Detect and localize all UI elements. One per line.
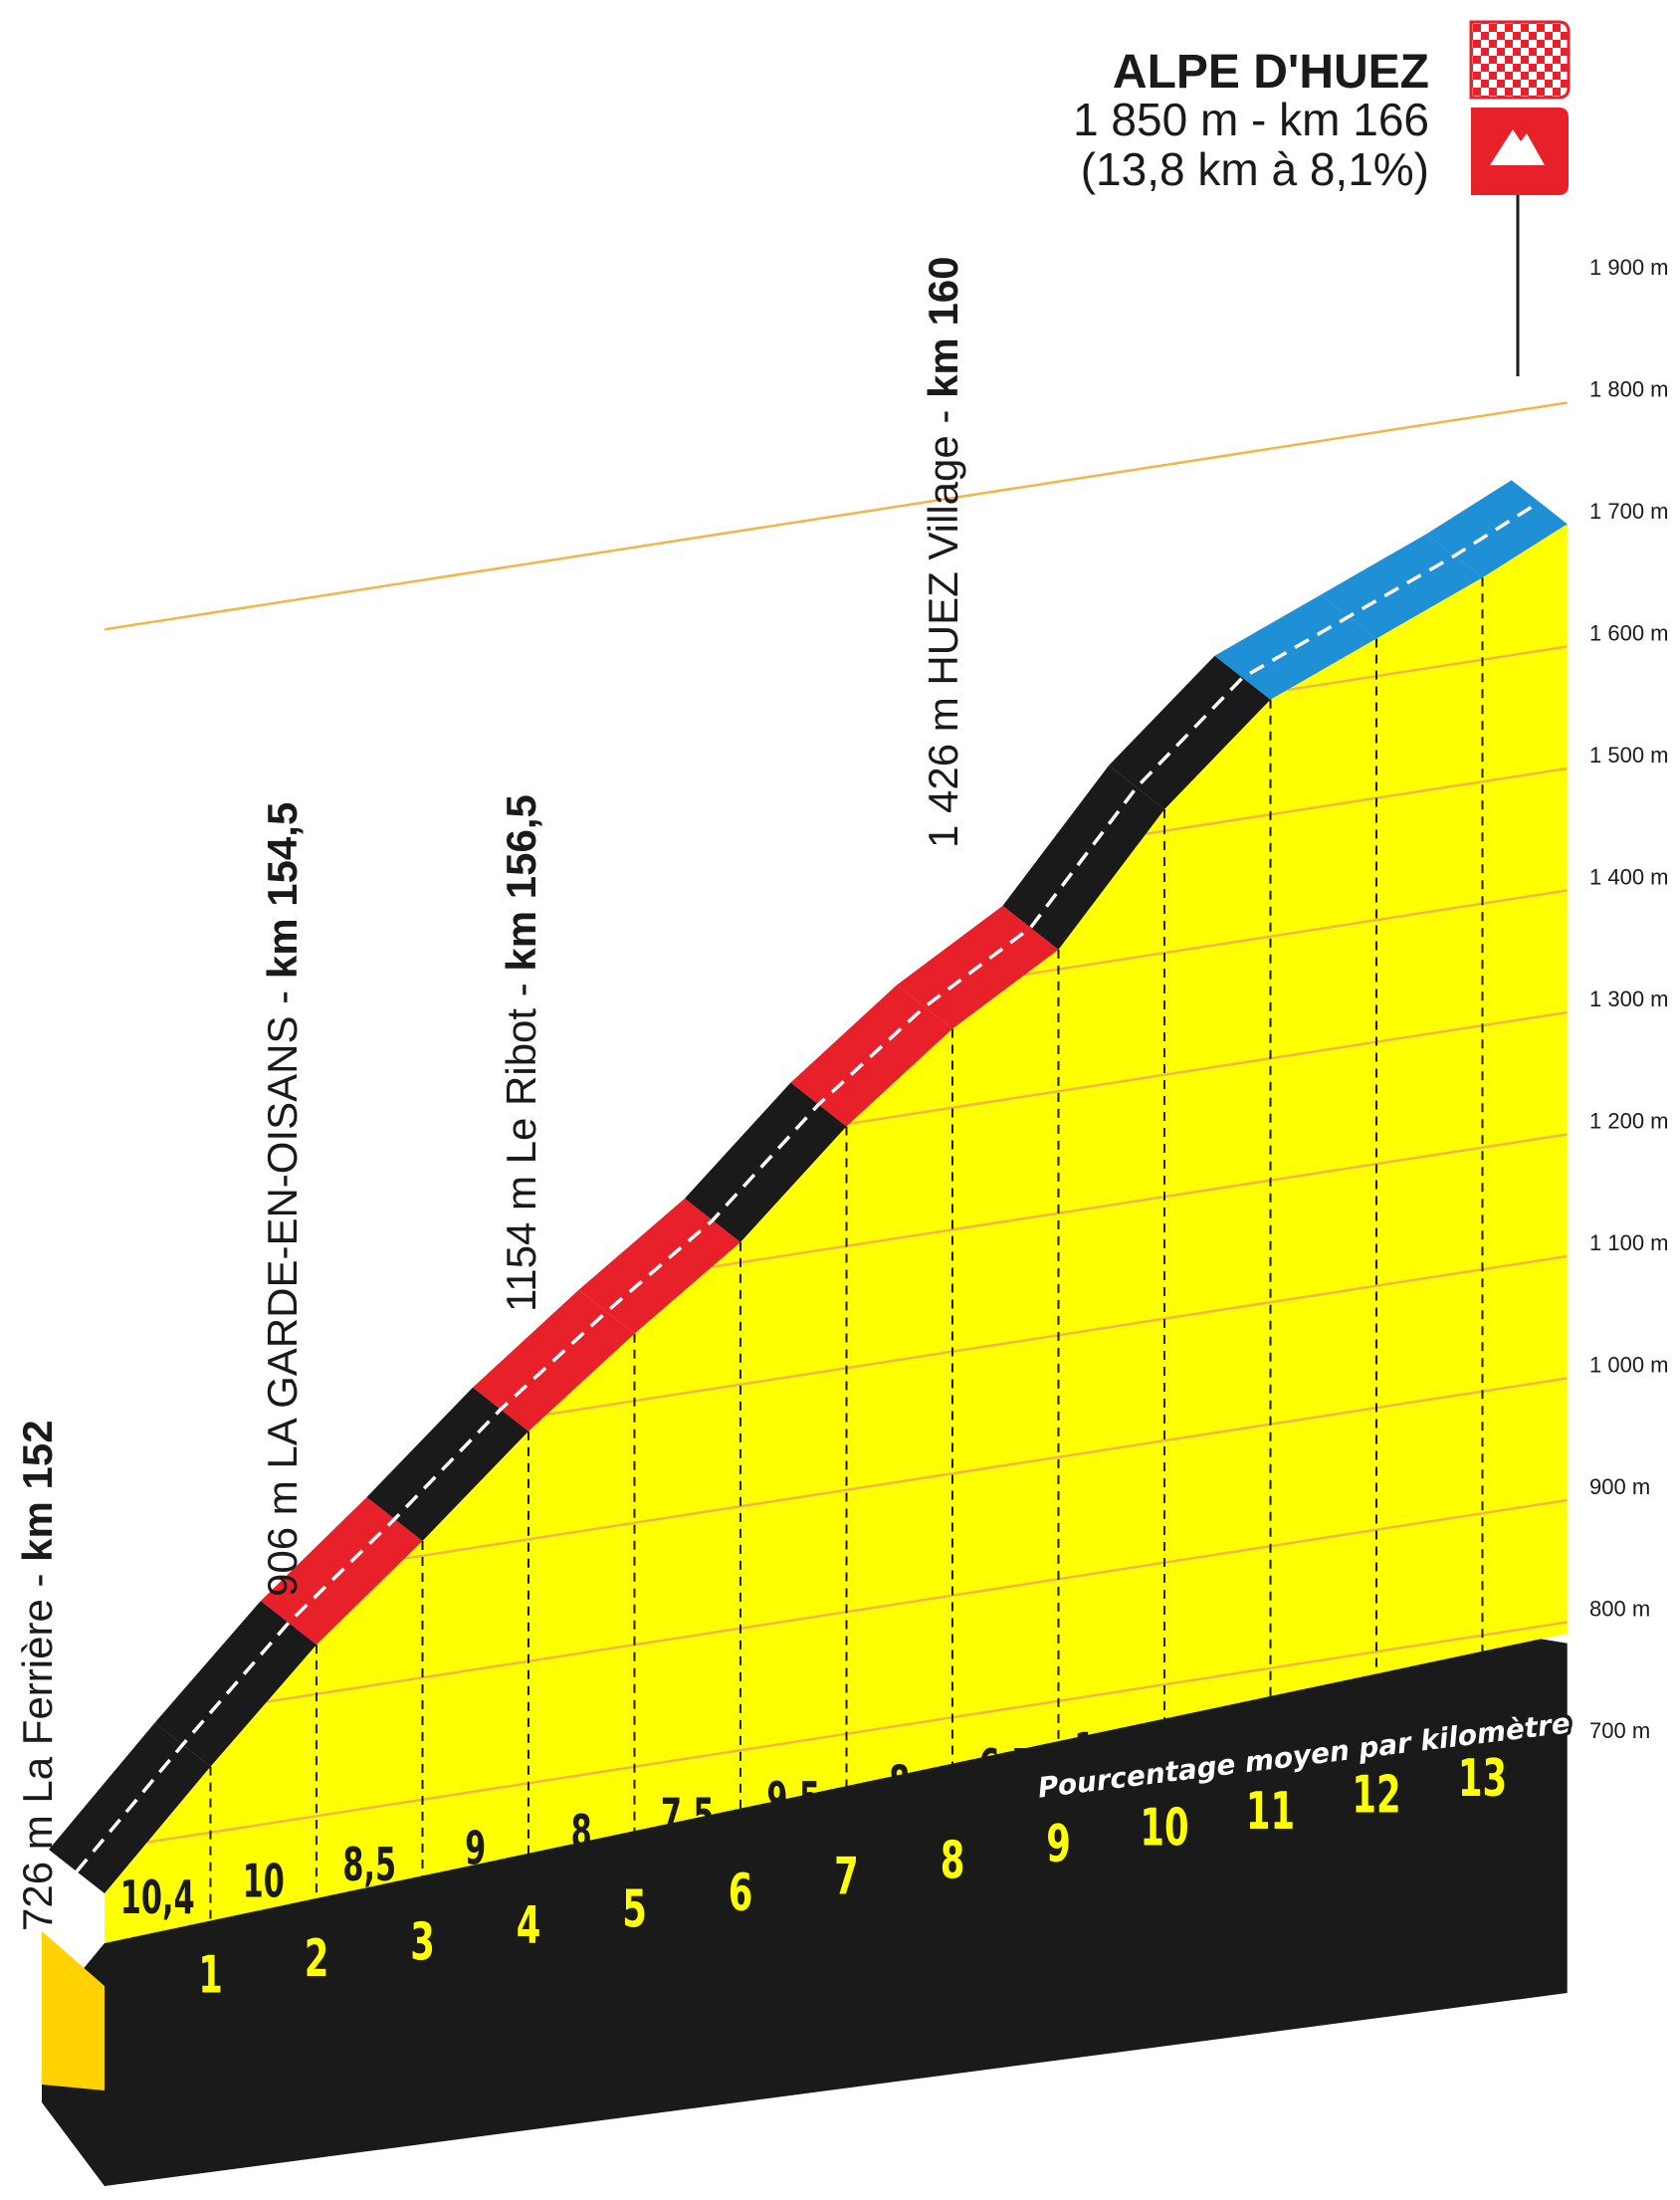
waypoint-la-ferriere-km: km 152: [14, 1420, 61, 1561]
km-marker-label: 7: [834, 1848, 859, 1907]
y-tick-label: 1 500 m: [1589, 743, 1669, 768]
km-marker-label: 4: [517, 1896, 541, 1956]
gridline: [404, 1377, 1568, 1560]
start-block: [42, 1931, 105, 2090]
segment-gradient-label: 9: [1207, 1708, 1228, 1761]
waypoint-la-garde: 906 m LA GARDE-EN-OISANS - km 154,5: [259, 802, 306, 1597]
profile-fill: [105, 524, 1568, 1944]
segment-gradient-label: 8: [889, 1757, 910, 1810]
km-marker-label: 3: [410, 1913, 435, 1973]
gridline: [1286, 645, 1568, 692]
segment-gradient-label: 5,5: [1498, 1660, 1552, 1713]
road-segment: [1109, 655, 1271, 809]
segment-gradient-label: 7,5: [661, 1790, 715, 1843]
km-marker-label: 6: [729, 1864, 753, 1923]
waypoint-huez-village-km: km 160: [920, 256, 966, 397]
waypoint-la-ferriere-alt: 726 m La Ferrière -: [14, 1562, 61, 1931]
y-tick-label: 1 800 m: [1589, 377, 1669, 402]
checkered-finish-flag-icon: [1469, 20, 1571, 100]
waypoint-la-garde-alt: 906 m LA GARDE-EN-OISANS -: [259, 979, 306, 1597]
segment-gradient-label: 5: [1419, 1675, 1440, 1728]
waypoint-la-ferriere: 726 m La Ferrière - km 152: [14, 1420, 61, 1931]
mountain-peak-icon: [1490, 129, 1545, 165]
km-marker-label: 1: [198, 1946, 223, 2006]
waypoint-le-ribot: 1154 m Le Ribot - km 156,5: [498, 794, 544, 1312]
gridline: [711, 1133, 1568, 1268]
km-marker-label: 2: [305, 1929, 329, 1989]
waypoint-huez-village: 1 426 m HUEZ Village - km 160: [920, 256, 966, 848]
y-tick-label: 900 m: [1589, 1474, 1650, 1499]
segment-gradient-label: 8: [571, 1807, 592, 1860]
segment-gradient-label: 9,5: [766, 1774, 820, 1827]
base-band: [42, 1633, 1568, 2186]
km-marker-label: 12: [1352, 1766, 1400, 1826]
km-marker-label: 11: [1246, 1782, 1295, 1842]
summit-altitude-km: 1 850 m - km 166: [1073, 94, 1429, 145]
y-tick-label: 800 m: [1589, 1597, 1650, 1622]
segment-gradient-label: 11,5: [1074, 1724, 1149, 1777]
waypoint-la-garde-km: km 154,5: [259, 802, 306, 979]
y-tick-label: 1 900 m: [1589, 255, 1669, 280]
summit-name: ALPE D'HUEZ: [1113, 46, 1429, 99]
y-tick-label: 1 100 m: [1589, 1230, 1669, 1255]
km-marker-label: 10: [1140, 1799, 1188, 1859]
y-tick-label: 1 600 m: [1589, 621, 1669, 646]
y-tick-label: 1 400 m: [1589, 865, 1669, 890]
km-marker-label: 8: [941, 1832, 965, 1891]
gridline: [266, 1498, 1568, 1703]
gridline: [849, 1010, 1568, 1126]
segment-gradient-label: 5: [1313, 1691, 1334, 1744]
y-tick-label: 1 300 m: [1589, 987, 1669, 1011]
waypoint-le-ribot-km: km 156,5: [498, 794, 544, 971]
y-tick-label: 1 200 m: [1589, 1109, 1669, 1134]
gridline: [146, 1621, 1568, 1844]
waypoint-le-ribot-alt: 1154 m Le Ribot -: [498, 972, 544, 1312]
y-tick-label: 1 700 m: [1589, 499, 1669, 524]
road-centre-line: [75, 500, 1541, 1873]
segment-gradient-label: 8,5: [342, 1840, 396, 1892]
gridline: [104, 401, 1568, 631]
summit-climb-stats: (13,8 km à 8,1%): [1081, 143, 1429, 195]
km-marker-label: 5: [622, 1880, 647, 1940]
y-tick-label: 700 m: [1589, 1718, 1650, 1743]
waypoint-huez-village-alt: 1 426 m HUEZ Village -: [920, 398, 966, 848]
km-marker-label: 13: [1458, 1749, 1507, 1809]
gridline: [1024, 889, 1568, 977]
y-tick-label: 1 000 m: [1589, 1353, 1669, 1378]
gridline: [1146, 767, 1568, 835]
segment-gradient-label: 6,5: [978, 1741, 1032, 1794]
segment-gradient-label: 10,4: [120, 1871, 195, 1924]
gridline: [546, 1254, 1568, 1417]
segment-gradient-label: 9: [465, 1823, 486, 1875]
road-segment: [1321, 534, 1483, 639]
km-marker-label: 9: [1046, 1815, 1071, 1874]
segment-gradient-label: 10: [243, 1856, 285, 1908]
